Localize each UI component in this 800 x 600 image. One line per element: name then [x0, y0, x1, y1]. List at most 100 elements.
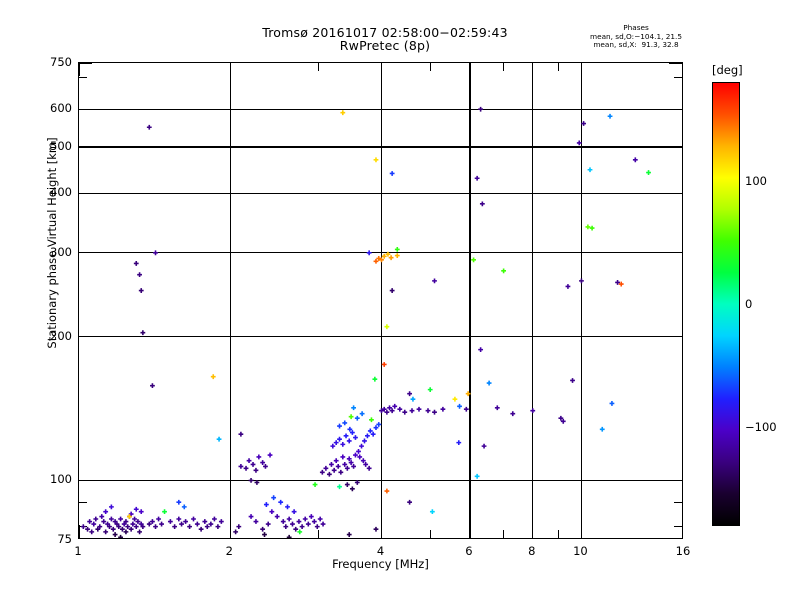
x-axis-tick [557, 63, 560, 71]
data-point [135, 519, 141, 524]
data-point [409, 408, 415, 414]
data-point [354, 415, 360, 421]
data-point [285, 504, 290, 510]
y-axis-major-tick [669, 252, 682, 254]
data-point [305, 521, 311, 527]
phase-stats-o-mode: mean, sd,O:−104.1, 21.5 [589, 31, 683, 41]
data-point [236, 524, 242, 530]
colorbar [712, 82, 740, 526]
data-point [351, 405, 357, 411]
data-point [263, 502, 269, 507]
data-point [432, 278, 437, 284]
data-point [290, 521, 295, 527]
chart-title: Tromsø 20161017 02:58:00−02:59:43 RwPret… [180, 26, 590, 52]
phase-stats-annotation: Phases mean, sd,O:−104.1, 21.5 mean, sd,… [566, 23, 706, 50]
data-point [357, 454, 363, 460]
plot-area [78, 62, 683, 539]
x-axis-major-tick [580, 525, 583, 538]
y-axis-tick-label: 200 [50, 328, 72, 343]
data-point [581, 121, 587, 126]
data-point [379, 408, 384, 414]
data-point [299, 524, 305, 530]
x-axis-tick-label: 16 [675, 544, 691, 558]
data-point [344, 482, 350, 487]
data-point [478, 347, 484, 353]
x-axis-tick [318, 63, 320, 71]
data-point [153, 524, 158, 530]
gridline-horizontal [79, 146, 682, 148]
data-point [463, 406, 469, 412]
data-point [286, 516, 292, 522]
chart-title-line1: Tromsø 20161017 02:58:00−02:59:43 [262, 25, 508, 40]
gridline-horizontal [79, 192, 682, 194]
data-point [560, 418, 566, 424]
data-point [394, 246, 400, 252]
y-axis-major-tick [669, 479, 682, 481]
y-axis-tick-label: 300 [50, 244, 72, 259]
data-point [478, 106, 484, 112]
data-point [607, 113, 613, 119]
x-axis-major-tick [229, 63, 231, 76]
colorbar-tick-label: −100 [745, 420, 777, 435]
data-point [354, 480, 360, 485]
y-axis-title: Stationary phase Virtual Height [km] [45, 137, 59, 349]
data-point [407, 391, 413, 397]
data-point [280, 519, 286, 524]
gridline-vertical [380, 63, 383, 538]
data-point [471, 257, 476, 263]
data-point [238, 463, 244, 469]
data-point [389, 288, 395, 293]
data-point [510, 411, 516, 417]
data-point [243, 465, 249, 471]
data-point [133, 506, 139, 512]
x-axis-major-tick [380, 63, 383, 76]
data-point [212, 516, 217, 522]
y-axis-tick [79, 76, 87, 78]
data-point [338, 469, 344, 475]
data-point [330, 443, 336, 449]
data-point [121, 521, 127, 527]
data-point [579, 278, 584, 284]
phase-stats-heading: Phases [623, 23, 649, 32]
data-point [333, 458, 339, 464]
data-point [323, 465, 329, 471]
gridline-vertical [229, 63, 231, 538]
data-point [360, 458, 366, 464]
data-point [376, 256, 382, 261]
data-point [570, 378, 575, 383]
data-point [329, 462, 334, 467]
data-point [465, 391, 471, 397]
data-point [356, 449, 361, 454]
data-point [138, 509, 144, 515]
data-point [366, 250, 372, 256]
y-axis-major-tick [669, 108, 682, 110]
data-point [367, 428, 373, 434]
data-point [183, 519, 189, 524]
data-point [558, 415, 564, 421]
data-point [293, 526, 299, 532]
data-point [269, 509, 275, 515]
data-point [486, 380, 492, 386]
data-point [373, 425, 379, 431]
x-axis-tick [429, 530, 431, 538]
data-point [373, 526, 379, 532]
data-point [267, 452, 273, 458]
data-point [291, 509, 297, 515]
y-axis-tick [674, 501, 682, 503]
data-point [123, 529, 129, 535]
data-point [388, 255, 394, 261]
y-axis-major-tick [79, 146, 92, 148]
data-point [609, 401, 615, 406]
data-point [179, 521, 184, 527]
data-point [346, 456, 352, 462]
data-point [479, 201, 485, 207]
data-point [87, 519, 93, 524]
data-point [132, 516, 137, 522]
data-point [340, 110, 346, 116]
data-point [530, 408, 536, 414]
data-point [351, 463, 357, 469]
data-point [297, 529, 303, 535]
y-axis-tick-label: 600 [50, 101, 72, 116]
data-point [137, 272, 142, 278]
